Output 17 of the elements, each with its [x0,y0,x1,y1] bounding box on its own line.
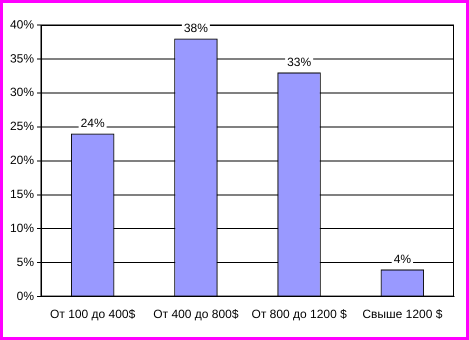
x-tick-label: От 400 до 800$ [153,307,239,322]
y-tick-label: 20% [10,153,34,168]
y-tick-label: 0% [16,288,34,303]
x-tick-label: От 800 до 1200 $ [252,307,348,322]
data-label: 33% [287,54,312,69]
y-tick-label: 5% [16,254,34,269]
y-tick-label: 35% [10,51,34,66]
y-tick-label: 15% [10,187,34,202]
data-label: 4% [394,252,412,266]
data-label: 38% [184,20,208,35]
data-label: 24% [80,116,105,130]
y-tick-label: 10% [10,221,34,236]
x-tick-label: Свыше 1200 $ [362,307,443,322]
x-tick-label: От 100 до 400$ [50,307,136,322]
y-tick-label: 30% [10,85,34,100]
y-tick-label: 40% [10,17,34,32]
y-tick-label: 25% [10,119,34,134]
